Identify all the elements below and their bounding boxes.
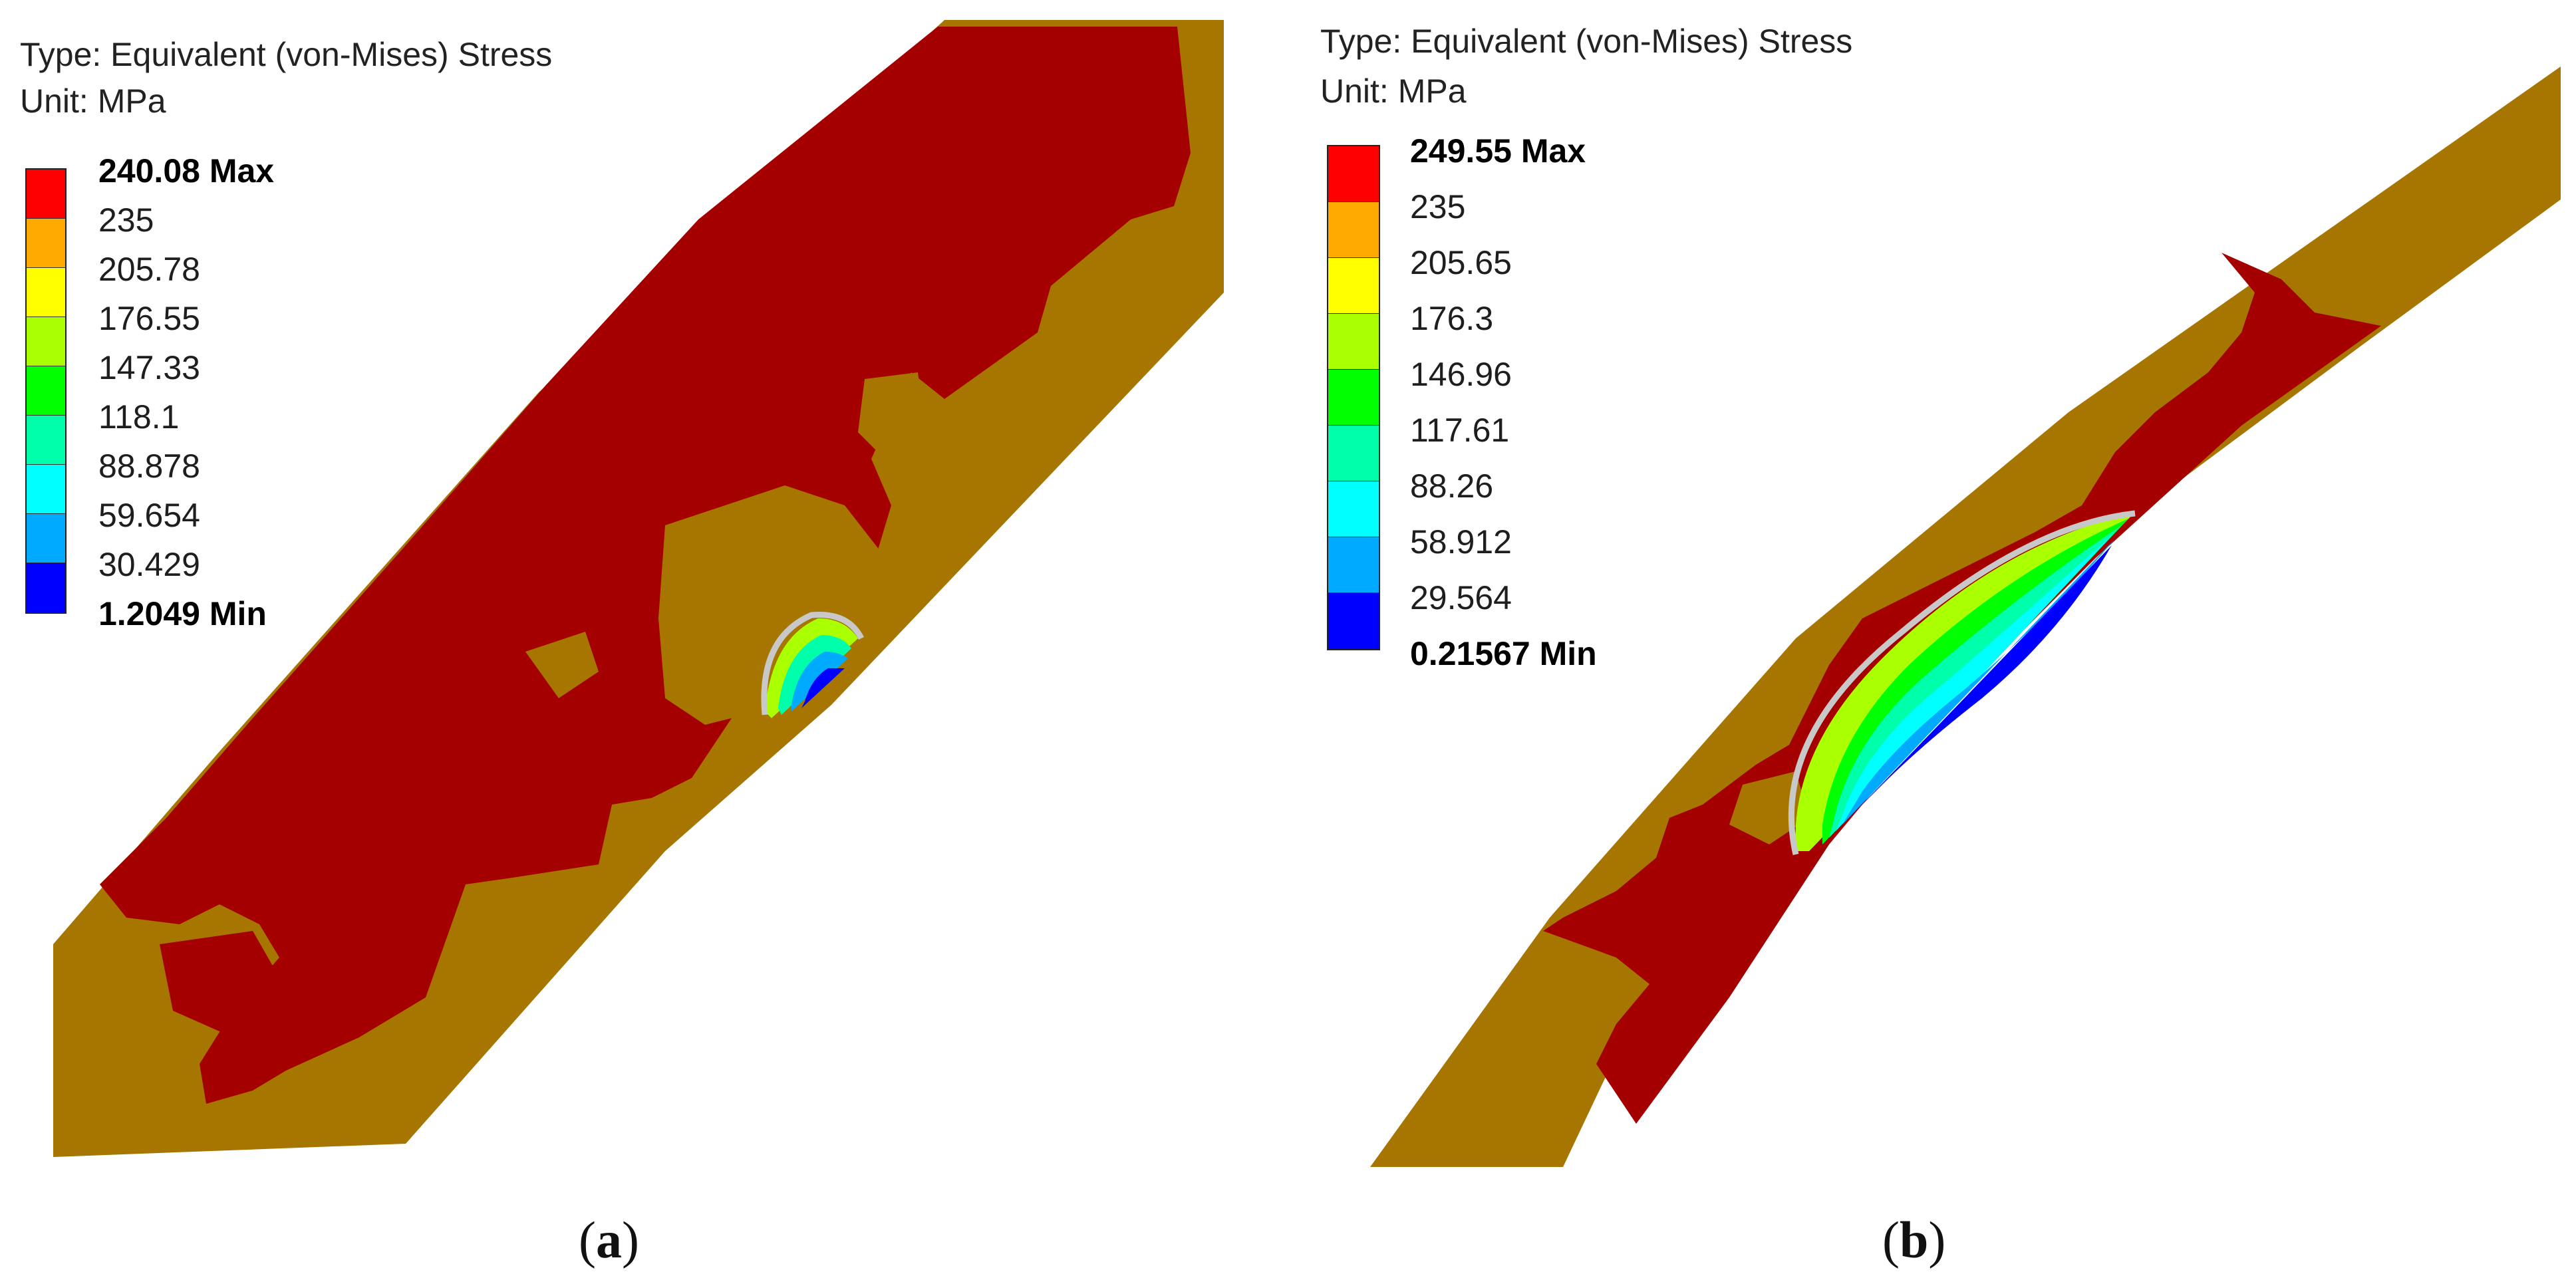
type-line-b: Type: Equivalent (von-Mises) Stress — [1320, 23, 1853, 60]
legend-swatch — [1328, 537, 1379, 593]
legend-swatch — [1328, 146, 1379, 202]
unit-line-a: Unit: MPa — [20, 82, 166, 120]
unit-line-b: Unit: MPa — [1320, 72, 1467, 110]
caption-letter-b: b — [1899, 1211, 1929, 1269]
caption-a: (a) — [579, 1211, 639, 1269]
legend-swatch — [27, 219, 65, 268]
legend-swatch — [27, 465, 65, 514]
legend-label: 117.61 — [1410, 412, 1510, 449]
legend-label: 58.912 — [1410, 523, 1512, 561]
base-patch-a3 — [525, 632, 599, 698]
defect-b — [1788, 510, 2136, 855]
defect-a — [761, 611, 865, 718]
legend-swatch — [1328, 426, 1379, 481]
legend-swatch — [27, 563, 65, 612]
legend-label-max: 249.55 Max — [1410, 132, 1586, 170]
legend-swatch — [27, 366, 65, 416]
legend-label-min: 1.2049 Min — [98, 595, 267, 632]
legend-swatch — [27, 317, 65, 366]
legend-label-min: 0.21567 Min — [1410, 635, 1597, 672]
legend-swatch — [27, 268, 65, 317]
legend-swatch — [1328, 593, 1379, 649]
legend-label: 147.33 — [98, 349, 200, 386]
legend-swatch — [27, 170, 65, 219]
legend-label: 30.429 — [98, 546, 200, 583]
color-legend-b: 249.55 Max 235 205.65 176.3 146.96 117.6… — [1327, 132, 1673, 672]
legend-label: 88.26 — [1410, 467, 1494, 505]
legend-label: 88.878 — [98, 448, 200, 485]
legend-label: 118.1 — [98, 398, 180, 436]
caption-b: (b) — [1882, 1211, 1946, 1269]
legend-label: 205.65 — [1410, 244, 1512, 281]
legend-swatch — [27, 416, 65, 465]
legend-swatch — [1328, 481, 1379, 537]
legend-swatch — [1328, 202, 1379, 258]
legend-swatch — [1328, 314, 1379, 370]
type-line-a: Type: Equivalent (von-Mises) Stress — [20, 36, 553, 73]
legend-label: 235 — [98, 201, 154, 239]
caption-letter-a: a — [595, 1211, 622, 1269]
legend-label: 235 — [1410, 188, 1466, 225]
legend-swatch — [1328, 258, 1379, 314]
legend-label: 146.96 — [1410, 356, 1512, 393]
color-legend-a: 240.08 Max 235 205.78 176.55 147.33 118.… — [25, 152, 305, 632]
legend-label: 29.564 — [1410, 579, 1512, 616]
legend-swatch — [27, 514, 65, 563]
legend-label: 205.78 — [98, 251, 200, 288]
legend-label-max: 240.08 Max — [98, 152, 275, 190]
legend-label: 176.55 — [98, 300, 200, 337]
high-stress-region-a — [100, 27, 1191, 1104]
legend-label: 59.654 — [98, 497, 200, 534]
high-stress-patch-a2 — [160, 931, 279, 1037]
legend-swatch — [1328, 370, 1379, 426]
legend-label: 176.3 — [1410, 300, 1494, 337]
base-patch-a2 — [858, 372, 925, 465]
